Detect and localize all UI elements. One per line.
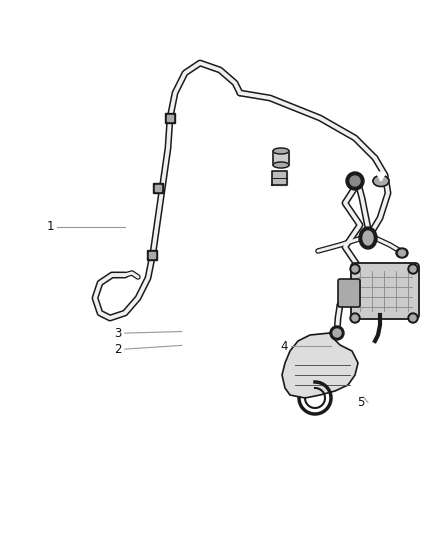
Circle shape (410, 315, 416, 321)
Bar (167, 115, 173, 121)
Bar (147, 250, 157, 260)
Polygon shape (282, 333, 358, 398)
Circle shape (333, 329, 341, 337)
Bar (155, 185, 161, 191)
Ellipse shape (396, 248, 408, 258)
Wedge shape (377, 172, 385, 181)
Circle shape (410, 266, 416, 272)
Polygon shape (272, 171, 287, 185)
Circle shape (408, 313, 418, 323)
Ellipse shape (399, 250, 406, 256)
Circle shape (350, 264, 360, 274)
Circle shape (350, 176, 360, 186)
FancyBboxPatch shape (338, 279, 360, 307)
Circle shape (408, 264, 418, 274)
Ellipse shape (359, 227, 377, 249)
Bar (165, 113, 175, 123)
Bar (153, 183, 163, 193)
Circle shape (346, 172, 364, 190)
Ellipse shape (273, 162, 289, 168)
Text: 5: 5 (357, 396, 365, 409)
FancyBboxPatch shape (351, 263, 419, 319)
Ellipse shape (273, 148, 289, 154)
Text: 1: 1 (46, 220, 54, 233)
Ellipse shape (363, 231, 373, 245)
Circle shape (350, 313, 360, 323)
Text: 3: 3 (114, 327, 122, 340)
Circle shape (352, 315, 358, 321)
Polygon shape (273, 151, 289, 165)
Text: 4: 4 (281, 340, 288, 353)
Ellipse shape (373, 175, 389, 187)
Bar (149, 252, 155, 258)
Text: 2: 2 (114, 343, 122, 356)
Circle shape (352, 266, 358, 272)
Circle shape (330, 326, 344, 340)
